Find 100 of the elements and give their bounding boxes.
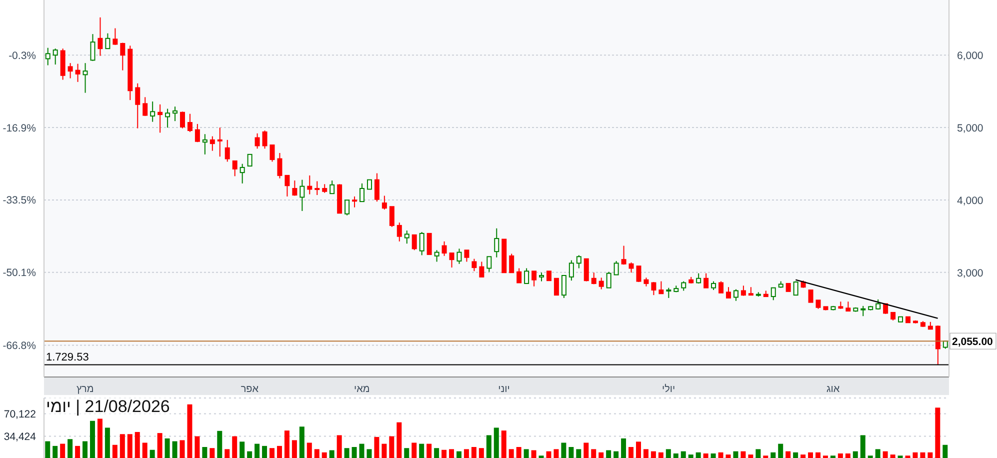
bar — [494, 428, 499, 458]
bar — [852, 451, 858, 458]
bar — [142, 442, 148, 458]
bar — [396, 422, 402, 458]
bar — [703, 453, 708, 458]
candlestick — [75, 63, 80, 82]
candlestick — [412, 234, 417, 251]
bar — [306, 442, 312, 458]
candlestick — [52, 48, 58, 66]
candlestick — [210, 136, 215, 152]
candlestick — [793, 280, 798, 296]
candlestick — [180, 111, 185, 129]
candlestick — [82, 62, 88, 94]
candlestick — [284, 174, 290, 197]
y2-tick-label: -0.3% — [8, 50, 36, 62]
bar — [449, 449, 454, 458]
y-tick-label: 70,122 — [4, 408, 36, 420]
bar — [942, 444, 948, 458]
bar — [336, 435, 342, 458]
bar — [232, 436, 238, 458]
bar — [815, 452, 820, 458]
bar — [97, 418, 102, 458]
bar — [584, 442, 589, 458]
bar — [770, 452, 776, 458]
bar — [374, 436, 380, 458]
bar — [614, 451, 619, 458]
candlestick — [105, 32, 110, 50]
bar — [845, 453, 850, 458]
bar — [104, 428, 110, 458]
bar — [314, 449, 320, 458]
bar — [740, 451, 746, 458]
bar — [838, 453, 843, 458]
y-tick-label: 34,424 — [4, 430, 36, 443]
y2-tick-label: -33.5% — [2, 194, 36, 207]
candlestick — [389, 206, 394, 228]
bar — [187, 404, 192, 458]
bar — [935, 408, 940, 458]
bar — [561, 442, 566, 458]
bar — [217, 430, 222, 458]
bar — [352, 447, 357, 458]
candlestick — [254, 132, 260, 150]
bar — [531, 450, 536, 458]
bar — [464, 449, 469, 458]
bar — [82, 441, 88, 458]
candlestick — [307, 174, 312, 195]
candlestick — [860, 305, 866, 317]
candlestick — [509, 253, 514, 274]
candlestick — [165, 108, 170, 128]
candlestick — [300, 179, 305, 212]
bar — [658, 452, 664, 458]
bar — [276, 446, 282, 458]
bar — [726, 454, 731, 458]
candlestick — [442, 240, 447, 256]
candlestick — [232, 160, 238, 177]
candlestick — [704, 272, 709, 288]
ref-line-label: 2,055.00 — [952, 336, 994, 348]
candlestick — [419, 232, 424, 256]
candlestick — [112, 28, 118, 46]
candlestick — [568, 260, 574, 282]
bar — [710, 453, 716, 458]
candlestick — [270, 144, 275, 162]
bar — [748, 454, 754, 458]
bar — [150, 450, 155, 458]
candlestick — [224, 139, 230, 162]
candlestick — [98, 16, 103, 56]
candlestick — [142, 96, 148, 116]
candlestick — [808, 290, 814, 303]
bar — [224, 449, 230, 458]
candlestick — [464, 250, 470, 262]
bar — [75, 446, 80, 458]
bar — [546, 451, 552, 458]
candlestick — [426, 232, 432, 255]
bar — [636, 442, 641, 458]
candlestick — [194, 123, 200, 143]
bar — [112, 444, 118, 458]
bar — [471, 447, 476, 458]
bar — [284, 430, 290, 458]
candlestick — [733, 288, 738, 302]
bar — [733, 451, 738, 458]
bar — [920, 452, 926, 458]
bar — [442, 450, 447, 458]
bar — [45, 441, 50, 458]
candlestick — [449, 252, 454, 268]
bar — [299, 426, 304, 458]
bar — [254, 444, 260, 458]
bar — [210, 448, 215, 458]
bar — [643, 449, 648, 458]
ref-line-label: 1.729.53 — [46, 352, 89, 364]
candlestick — [120, 42, 126, 71]
bar — [800, 454, 806, 458]
candlestick — [621, 245, 626, 266]
candlestick — [584, 258, 589, 282]
bar — [134, 432, 140, 458]
x-tick-label: אפר — [240, 384, 260, 396]
bar — [688, 454, 694, 458]
candlestick — [366, 179, 372, 190]
candlestick — [718, 280, 724, 294]
bar — [554, 449, 559, 458]
bar — [568, 447, 574, 458]
candlestick — [292, 180, 298, 196]
